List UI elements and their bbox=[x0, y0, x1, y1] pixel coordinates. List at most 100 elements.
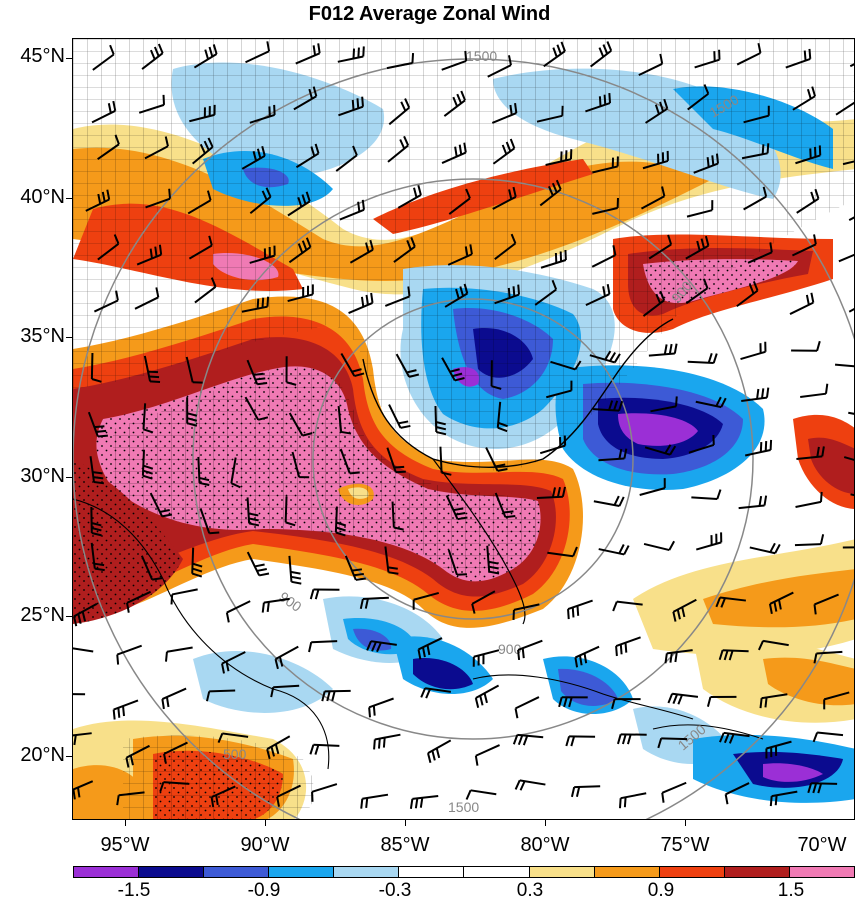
lat-label-30: 30°N bbox=[20, 465, 65, 488]
wind-barb-flag bbox=[717, 154, 718, 164]
wind-barb-shaft bbox=[440, 447, 441, 473]
wind-barb-flag bbox=[267, 297, 268, 307]
wind-barb-flag bbox=[605, 95, 606, 105]
wind-barb-flag bbox=[257, 383, 267, 384]
tick-lon-85 bbox=[405, 820, 406, 826]
wind-barb-flag bbox=[151, 249, 152, 259]
wind-barb-flag bbox=[757, 389, 758, 399]
tick-lon-80 bbox=[545, 820, 546, 826]
wind-barb-flag bbox=[712, 155, 713, 165]
wind-barb-flag bbox=[353, 49, 354, 59]
wind-barb-flag bbox=[510, 105, 511, 115]
wind-barb-flag bbox=[826, 384, 827, 394]
wind-barb-shaft bbox=[843, 547, 855, 548]
wind-barb-flag bbox=[573, 607, 574, 617]
wind-barb-flag bbox=[118, 708, 119, 718]
wind-barb-flag bbox=[761, 698, 762, 708]
wind-barb-shaft bbox=[209, 690, 235, 691]
wind-barb-flag bbox=[577, 606, 578, 616]
wind-barb-flag bbox=[771, 796, 772, 806]
lon-label-95: 95°W bbox=[100, 834, 149, 857]
wind-barb-flag bbox=[675, 652, 676, 662]
wind-barb-shaft bbox=[198, 457, 199, 483]
wind-barb-flag bbox=[117, 655, 118, 665]
wind-barb-flag bbox=[357, 98, 358, 108]
wind-barb-flag bbox=[765, 697, 766, 707]
wind-barb-flag bbox=[708, 157, 709, 167]
colorbar-cell bbox=[204, 867, 269, 877]
wind-barb-flag bbox=[169, 189, 170, 199]
wind-barb-flag bbox=[358, 48, 359, 58]
wind-barb-flag bbox=[166, 652, 167, 662]
wind-barb-shaft bbox=[795, 544, 821, 545]
tick-lat-40 bbox=[66, 198, 72, 199]
wind-barb-shaft bbox=[661, 738, 687, 739]
wind-barb-flag bbox=[363, 200, 364, 210]
wind-barb-shaft bbox=[311, 641, 337, 642]
wind-barb-flag bbox=[98, 436, 108, 437]
lon-label-80: 80°W bbox=[520, 834, 569, 857]
wind-barb-flag bbox=[255, 378, 265, 379]
wind-barb-flag bbox=[78, 787, 79, 797]
wind-barb-flag bbox=[314, 45, 315, 55]
lon-label-85: 85°W bbox=[380, 834, 429, 857]
wind-barb-flag bbox=[626, 643, 627, 653]
tick-lat-20 bbox=[66, 756, 72, 757]
wind-barb-flag bbox=[600, 96, 601, 106]
wind-barb-flag bbox=[515, 103, 516, 113]
wind-barb-flag bbox=[356, 579, 366, 580]
tick-lat-35 bbox=[66, 337, 72, 338]
wind-barb-flag bbox=[353, 100, 354, 110]
wind-barb-flag bbox=[379, 739, 380, 749]
wind-barb-flag bbox=[363, 46, 364, 56]
tick-lat-30 bbox=[66, 477, 72, 478]
wind-barb-flag bbox=[367, 295, 368, 305]
wind-barb-flag bbox=[676, 396, 677, 406]
wind-barb-shaft bbox=[574, 786, 600, 787]
colorbar-label-2: -0.9 bbox=[248, 880, 281, 902]
colorbar-cell bbox=[660, 867, 725, 877]
wind-barb-flag bbox=[352, 569, 362, 570]
wind-barb-flag bbox=[362, 297, 363, 307]
tick-lon-95 bbox=[125, 820, 126, 826]
wind-barb-flag bbox=[123, 706, 124, 716]
wind-barb-flag bbox=[388, 572, 398, 573]
wind-barb-flag bbox=[152, 578, 162, 579]
wind-barb-flag bbox=[374, 706, 375, 716]
wind-barb-flag bbox=[465, 51, 466, 61]
wind-barb-flag bbox=[369, 707, 370, 717]
colorbar-label-4: 0.3 bbox=[517, 880, 543, 902]
wind-barb-flag bbox=[94, 426, 104, 427]
wind-barb-flag bbox=[155, 247, 156, 257]
wind-barb-flag bbox=[767, 388, 768, 398]
lat-label-25: 25°N bbox=[20, 604, 65, 627]
wind-barb-flag bbox=[809, 49, 810, 59]
colorbar-cell bbox=[139, 867, 204, 877]
wind-barb-flag bbox=[568, 609, 569, 619]
wind-barb-shaft bbox=[286, 496, 287, 522]
lat-label-40: 40°N bbox=[20, 186, 65, 209]
wind-barb-flag bbox=[621, 644, 622, 654]
ring-label-1: 1500 bbox=[466, 48, 497, 64]
wind-barb-flag bbox=[768, 143, 769, 153]
wind-barb-flag bbox=[805, 51, 806, 61]
wind-barb-shaft bbox=[325, 691, 351, 692]
wind-barb-flag bbox=[93, 477, 103, 478]
lat-label-45: 45°N bbox=[20, 45, 65, 68]
wind-barb-flag bbox=[149, 376, 159, 377]
lon-label-70: 70°W bbox=[797, 834, 846, 857]
wind-barb-flag bbox=[362, 97, 363, 107]
wind-barb-flag bbox=[73, 789, 74, 799]
wind-barb-flag bbox=[94, 564, 104, 565]
wind-barb-flag bbox=[394, 467, 404, 468]
wind-barb-shaft bbox=[92, 353, 93, 379]
ring-label-8: 1500 bbox=[448, 799, 479, 815]
wind-barb-flag bbox=[354, 574, 364, 575]
wind-barb-flag bbox=[253, 374, 263, 375]
wind-barb-flag bbox=[258, 299, 259, 309]
wind-barb-flag bbox=[366, 798, 367, 808]
wind-barb-flag bbox=[763, 144, 764, 154]
wind-barb-flag bbox=[776, 795, 777, 805]
wind-barb-flag bbox=[95, 569, 105, 570]
wind-barb-flag bbox=[371, 293, 372, 303]
